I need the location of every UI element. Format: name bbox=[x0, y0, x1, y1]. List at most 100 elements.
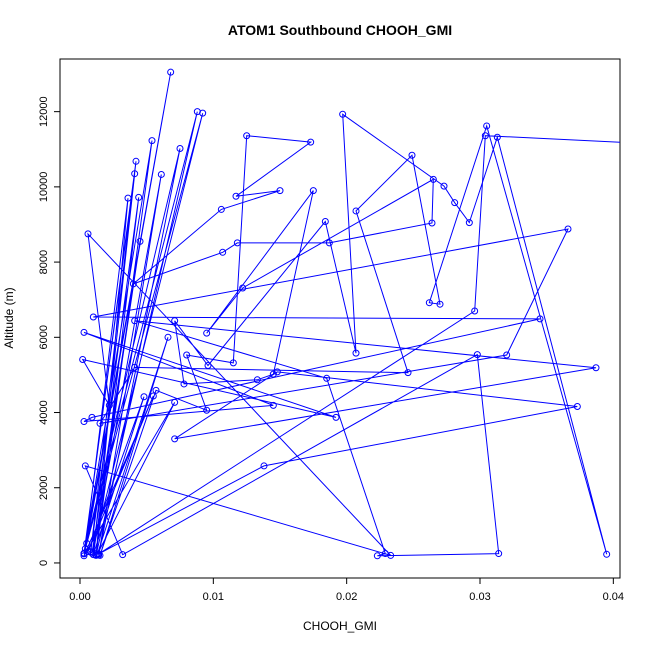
data-point bbox=[243, 132, 251, 140]
data-point bbox=[233, 239, 241, 247]
data-point bbox=[273, 368, 281, 376]
data-point bbox=[232, 192, 240, 200]
series-points bbox=[79, 68, 611, 560]
data-point bbox=[603, 550, 611, 558]
data-point bbox=[451, 199, 459, 207]
data-point bbox=[325, 239, 333, 247]
data-point bbox=[129, 280, 137, 288]
data-point bbox=[105, 401, 113, 409]
data-point bbox=[164, 333, 172, 341]
data-point bbox=[408, 151, 416, 159]
data-point bbox=[167, 68, 175, 76]
data-point bbox=[465, 219, 473, 227]
data-point bbox=[203, 329, 211, 337]
x-axis-label: CHOOH_GMI bbox=[303, 619, 377, 633]
data-point bbox=[483, 122, 491, 130]
data-point bbox=[352, 207, 360, 215]
x-axis: 0.00 0.01 0.02 0.03 0.04 bbox=[69, 578, 624, 603]
data-point bbox=[471, 307, 479, 315]
data-point bbox=[204, 362, 212, 370]
data-point bbox=[260, 462, 268, 470]
data-point bbox=[136, 237, 144, 245]
data-point bbox=[176, 145, 184, 153]
data-point bbox=[481, 132, 489, 140]
y-tick-label: 10000 bbox=[38, 172, 50, 203]
data-point bbox=[381, 550, 389, 558]
data-point bbox=[276, 187, 284, 195]
data-point bbox=[269, 401, 277, 409]
data-point bbox=[171, 317, 179, 325]
x-tick-label: 0.01 bbox=[203, 591, 224, 603]
y-tick-label: 0 bbox=[38, 560, 50, 566]
data-point bbox=[352, 349, 360, 357]
data-point bbox=[80, 550, 88, 558]
data-point bbox=[171, 435, 179, 443]
data-point bbox=[199, 109, 207, 117]
data-point bbox=[564, 225, 572, 233]
data-point bbox=[321, 217, 329, 225]
data-point bbox=[89, 551, 97, 559]
x-tick-label: 0.00 bbox=[69, 591, 90, 603]
data-point bbox=[339, 110, 347, 118]
data-point bbox=[180, 380, 188, 388]
series-line bbox=[81, 72, 620, 557]
data-point bbox=[309, 187, 317, 195]
data-point bbox=[269, 370, 277, 378]
data-point bbox=[203, 406, 211, 414]
data-point bbox=[425, 299, 433, 307]
data-point bbox=[253, 376, 261, 384]
data-point bbox=[96, 419, 104, 427]
y-tick-label: 12000 bbox=[38, 96, 50, 127]
data-point bbox=[229, 359, 237, 367]
data-point bbox=[119, 551, 127, 559]
data-point bbox=[429, 175, 437, 183]
data-point bbox=[307, 138, 315, 146]
data-point bbox=[80, 328, 88, 336]
data-point bbox=[373, 552, 381, 560]
data-point bbox=[495, 550, 503, 558]
data-point bbox=[152, 386, 160, 394]
data-point bbox=[79, 355, 87, 363]
data-point bbox=[428, 219, 436, 227]
data-point bbox=[503, 351, 511, 359]
y-tick-label: 2000 bbox=[38, 475, 50, 499]
data-point bbox=[493, 133, 501, 141]
data-point bbox=[80, 552, 88, 560]
data-point bbox=[131, 363, 139, 371]
data-point bbox=[171, 398, 179, 406]
data-point bbox=[536, 315, 544, 323]
data-point bbox=[332, 413, 340, 421]
data-point bbox=[436, 300, 444, 308]
data-point bbox=[140, 393, 148, 401]
y-axis: 0 2000 4000 6000 8000 10000 12000 bbox=[38, 96, 60, 566]
data-point bbox=[219, 248, 227, 256]
data-point bbox=[132, 157, 140, 165]
data-point bbox=[323, 374, 331, 382]
y-tick-label: 4000 bbox=[38, 400, 50, 424]
chart-title: ATOM1 Southbound CHOOH_GMI bbox=[228, 22, 452, 38]
data-point bbox=[80, 418, 88, 426]
data-point bbox=[404, 369, 412, 377]
data-point bbox=[148, 137, 156, 145]
data-point bbox=[157, 170, 165, 178]
x-tick-label: 0.04 bbox=[603, 591, 624, 603]
data-point bbox=[88, 413, 96, 421]
data-point bbox=[81, 462, 89, 470]
data-point bbox=[149, 392, 157, 400]
series-lines bbox=[81, 72, 620, 557]
plot-frame bbox=[59, 58, 621, 579]
data-point bbox=[217, 205, 225, 213]
data-point bbox=[573, 403, 581, 411]
data-point bbox=[84, 548, 92, 556]
y-axis-label: Altitude (m) bbox=[2, 287, 16, 348]
data-point bbox=[592, 364, 600, 372]
data-point bbox=[440, 182, 448, 190]
data-point bbox=[96, 551, 104, 559]
data-point bbox=[89, 313, 97, 321]
x-tick-label: 0.02 bbox=[336, 591, 357, 603]
y-tick-label: 6000 bbox=[38, 325, 50, 349]
data-point bbox=[239, 284, 247, 292]
data-point bbox=[183, 351, 191, 359]
y-tick-label: 8000 bbox=[38, 250, 50, 274]
data-point bbox=[84, 230, 92, 238]
